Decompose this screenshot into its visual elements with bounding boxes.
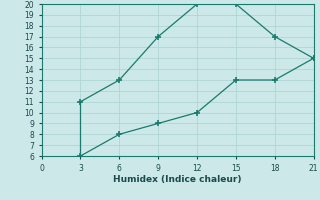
X-axis label: Humidex (Indice chaleur): Humidex (Indice chaleur)	[113, 175, 242, 184]
